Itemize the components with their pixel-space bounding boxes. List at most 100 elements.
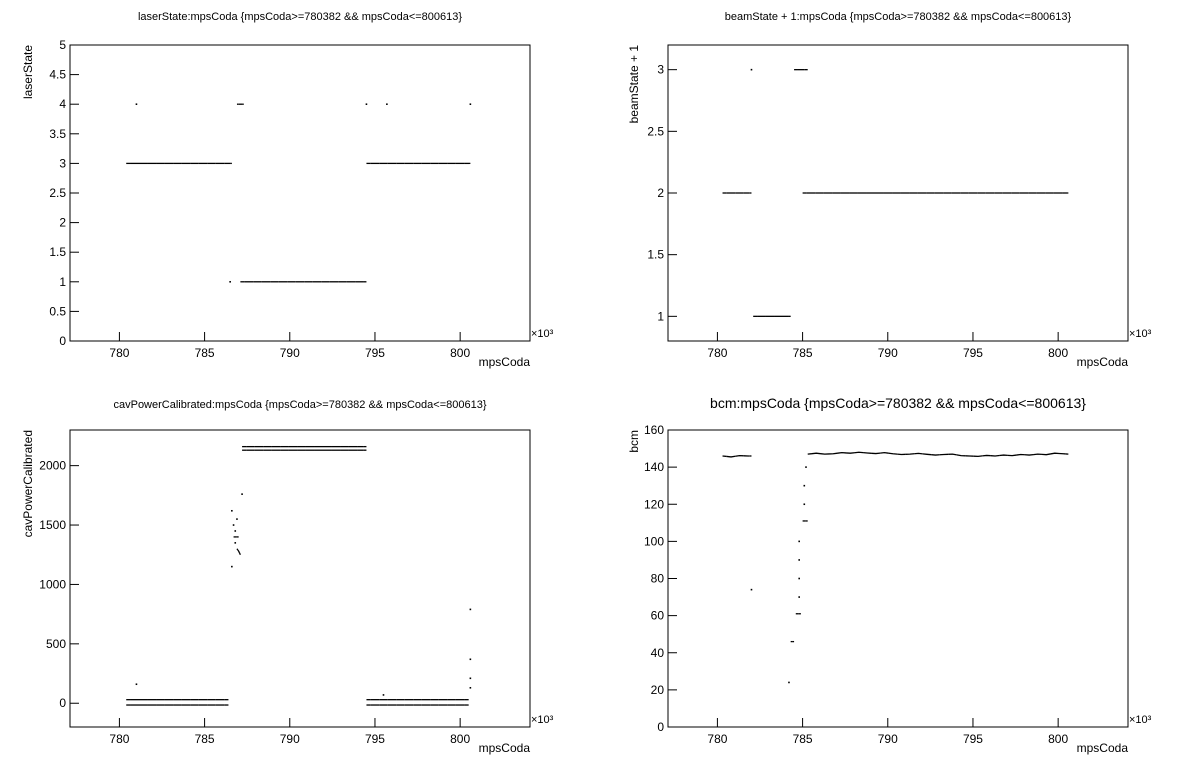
x-axis-multiplier: ×10³	[531, 328, 554, 340]
panel: cavPowerCalibrated:mpsCoda {mpsCoda>=780…	[21, 399, 554, 755]
point	[803, 503, 806, 506]
y-axis-label: bcm	[627, 430, 641, 453]
point	[1016, 453, 1025, 456]
y-tick-label: 0	[657, 720, 664, 734]
y-tick-label: 2	[59, 216, 66, 230]
x-tick-label: 785	[195, 732, 215, 746]
point	[735, 454, 744, 457]
point	[750, 588, 753, 591]
point	[803, 484, 806, 487]
x-axis-multiplier: ×10³	[1129, 714, 1152, 726]
plot-frame	[667, 429, 1129, 728]
point	[805, 466, 807, 468]
x-tick-label: 785	[793, 732, 813, 746]
point	[469, 658, 472, 661]
point	[798, 559, 800, 561]
y-tick-label: 60	[651, 609, 665, 623]
point	[956, 454, 966, 457]
point	[837, 451, 847, 454]
point	[788, 681, 790, 684]
x-tick-label: 780	[109, 732, 129, 746]
point	[828, 452, 838, 455]
y-tick-label: 2000	[39, 459, 66, 473]
chart-title: beamState + 1:mpsCoda {mpsCoda>=780382 &…	[725, 11, 1072, 23]
y-tick-label: 5	[59, 38, 66, 52]
plot-frame	[69, 429, 531, 728]
x-axis-label: mpsCoda	[479, 355, 531, 369]
point	[469, 103, 472, 105]
point	[750, 68, 753, 71]
point	[236, 548, 239, 551]
point	[135, 103, 138, 105]
point	[386, 103, 388, 105]
x-tick-label: 800	[1048, 346, 1068, 360]
panel: beamState + 1:mpsCoda {mpsCoda>=780382 &…	[627, 11, 1152, 369]
y-axis-label: laserState	[21, 45, 35, 99]
point	[382, 694, 385, 696]
point	[241, 493, 243, 495]
y-tick-label: 2	[657, 186, 664, 200]
x-tick-label: 780	[707, 732, 727, 746]
point	[888, 452, 898, 455]
y-tick-label: 2.5	[49, 186, 66, 200]
point	[798, 577, 800, 580]
point	[238, 552, 241, 556]
chart-title: laserState:mpsCoda {mpsCoda>=780382 && m…	[138, 11, 462, 23]
y-tick-label: 1500	[39, 518, 66, 532]
point	[231, 565, 233, 568]
y-tick-label: 3	[59, 156, 66, 170]
point	[469, 677, 472, 680]
y-tick-label: 160	[644, 423, 664, 437]
panel: bcm:mpsCoda {mpsCoda>=780382 && mpsCoda<…	[627, 395, 1152, 755]
y-tick-label: 0	[59, 696, 66, 710]
y-tick-label: 500	[46, 637, 66, 651]
point	[880, 451, 889, 454]
x-axis-label: mpsCoda	[1077, 741, 1129, 755]
point	[135, 683, 138, 686]
chart-title: cavPowerCalibrated:mpsCoda {mpsCoda>=780…	[113, 399, 486, 411]
point	[1007, 454, 1017, 457]
point	[469, 608, 472, 611]
x-tick-label: 790	[878, 732, 898, 746]
x-tick-label: 795	[365, 346, 385, 360]
y-tick-label: 100	[644, 534, 664, 548]
point	[234, 542, 237, 544]
y-tick-label: 0	[59, 334, 66, 348]
y-tick-label: 120	[644, 497, 664, 511]
x-tick-label: 790	[280, 732, 300, 746]
y-tick-label: 80	[651, 572, 665, 586]
x-tick-label: 795	[963, 732, 983, 746]
y-tick-label: 1	[59, 275, 66, 289]
point	[863, 451, 872, 454]
y-axis-label: cavPowerCalibrated	[21, 430, 35, 537]
x-tick-label: 800	[450, 732, 470, 746]
x-tick-label: 780	[109, 346, 129, 360]
point	[948, 453, 957, 456]
point	[231, 509, 233, 512]
point	[798, 596, 800, 598]
y-tick-label: 140	[644, 460, 664, 474]
point	[905, 453, 915, 455]
point	[1050, 452, 1060, 455]
y-tick-label: 3.5	[49, 127, 66, 141]
plot-frame	[69, 44, 531, 342]
x-axis-label: mpsCoda	[1077, 355, 1129, 369]
y-tick-label: 4.5	[49, 68, 66, 82]
y-axis-label: beamState + 1	[627, 45, 641, 124]
x-tick-label: 800	[450, 346, 470, 360]
point	[365, 103, 368, 105]
y-tick-label: 4	[59, 97, 66, 111]
point	[236, 518, 238, 520]
point	[232, 524, 235, 526]
panel: laserState:mpsCoda {mpsCoda>=780382 && m…	[21, 11, 554, 369]
point	[726, 455, 736, 458]
y-tick-label: 20	[651, 683, 665, 697]
point	[229, 281, 231, 283]
point	[798, 540, 800, 543]
y-tick-label: 1000	[39, 577, 66, 591]
x-tick-label: 785	[793, 346, 813, 360]
x-tick-label: 780	[707, 346, 727, 360]
point	[922, 453, 932, 456]
x-axis-multiplier: ×10³	[531, 714, 554, 726]
y-tick-label: 1.5	[647, 248, 664, 262]
